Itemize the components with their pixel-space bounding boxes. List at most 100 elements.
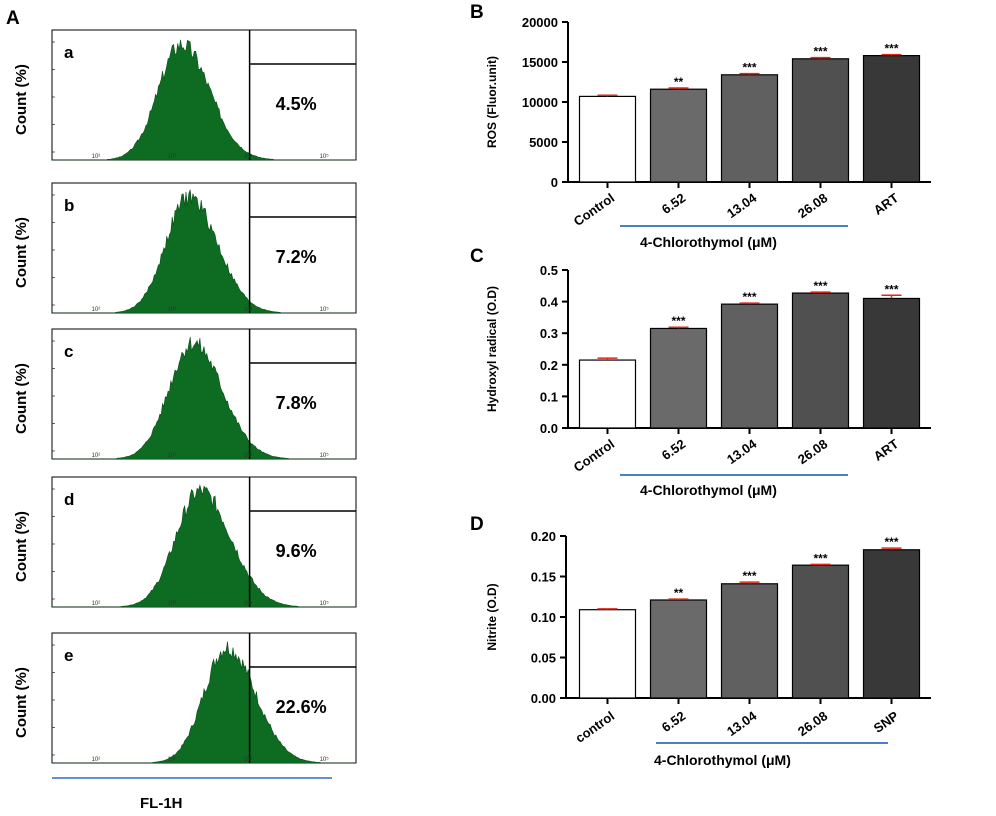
bar-26.08 [791,292,850,429]
x-category-label: 6.52 [659,708,688,735]
histogram-b: b 7.2% 10² 10³ 10⁴ 10⁵ Count (%) [13,182,357,314]
y-tick-label: 0.05 [531,651,556,666]
x-category-label: 13.04 [724,436,760,467]
gate-percentage: 4.5% [276,94,317,114]
y-axis-label: ROS (Fluor.unit) [485,56,499,148]
y-tick-label: 0 [551,175,558,190]
y-tick-label: 5000 [529,135,558,150]
gate-percentage: 9.6% [276,541,317,561]
gate-percentage: 22.6% [276,697,327,717]
bar-Control [578,359,637,429]
x-category-label: 13.04 [724,708,760,739]
significance-marker: ** [674,586,684,600]
y-tick-label: 15000 [522,55,558,70]
panel-c-hydroxyl-bar-chart: C 0.0 0.1 0.2 0.3 0.4 0.5 Hydroxyl radical (O.… [470,246,931,498]
histogram-x-tick: 10³ [168,307,177,313]
bar-13.04 [720,583,779,699]
histogram-x-tick: 10⁵ [320,600,330,607]
histogram-y-axis-label: Count (%) [13,363,30,434]
x-category-label: 26.08 [795,190,830,221]
panel-a-histograms: A FL-1H a 4.5% 10² 10³ 10⁴ 10⁵ Count (%) b 7.2% 1… [6,8,357,812]
histogram-x-tick: 10⁵ [320,756,330,763]
histogram-x-tick: 10² [92,453,101,459]
significance-marker: *** [671,314,685,328]
bar-Control [578,95,637,183]
x-category-label: ART [871,436,902,464]
histogram-x-tick: 10⁵ [320,306,330,313]
y-axis-label: Nitrite (O.D) [485,583,499,650]
significance-marker: *** [742,569,756,583]
significance-marker: *** [813,551,827,565]
histogram-distribution [52,484,356,608]
x-category-label: 13.04 [724,190,760,221]
group-label: 4-Chlorothymol (μM) [654,752,791,768]
significance-marker: ** [674,75,684,89]
histogram-distribution [52,641,356,764]
histogram-distribution [52,189,356,314]
bar-26.08 [791,58,850,183]
histogram-e: e 22.6% 10² 10³ 10⁴ 10⁵ Count (%) [13,632,357,764]
histogram-x-tick: 10³ [168,757,177,763]
x-category-label: SNP [871,708,902,736]
bar-13.04 [720,303,779,429]
histogram-y-axis-label: Count (%) [13,64,30,135]
histogram-y-axis-label: Count (%) [13,217,30,288]
histogram-sublabel: b [64,196,74,215]
histogram-sublabel: c [64,342,73,361]
histogram-x-tick: 10³ [168,601,177,607]
histogram-y-axis-label: Count (%) [13,511,30,582]
y-axis-label: Hydroxyl radical (O.D) [485,286,499,412]
histogram-x-tick: 10³ [168,453,177,459]
histogram-x-tick: 10² [92,601,101,607]
panel-label-a: A [6,8,20,29]
histogram-x-tick: 10² [92,307,101,313]
histogram-x-tick: 10⁵ [320,153,330,160]
y-tick-label: 20000 [522,15,558,30]
y-tick-label: 0.4 [540,295,559,310]
bar-6.52 [649,599,708,699]
y-tick-label: 0.3 [540,326,558,341]
panel-label-b: B [470,2,484,23]
gate-percentage: 7.8% [276,393,317,413]
histogram-x-tick: 10⁴ [244,756,254,763]
gate-percentage: 7.2% [276,247,317,267]
bar-13.04 [720,74,779,183]
x-category-label: 6.52 [659,190,688,217]
histogram-x-tick: 10⁴ [244,153,254,160]
y-tick-label: 0.00 [531,691,556,706]
y-tick-label: 0.1 [540,389,558,404]
histogram-x-tick: 10⁴ [244,452,254,459]
y-tick-label: 0.10 [531,610,556,625]
bar-SNP [862,549,921,699]
histogram-sublabel: a [64,43,74,62]
histogram-x-tick: 10² [92,154,101,160]
bar-26.08 [791,564,850,699]
x-category-label: 26.08 [795,436,830,467]
bar-6.52 [649,327,708,429]
x-category-label: Control [571,436,617,475]
y-tick-label: 0.20 [531,529,556,544]
bar-ART [862,54,921,183]
group-label: 4-Chlorothymol (μM) [640,482,777,498]
significance-marker: *** [884,282,898,296]
significance-marker: *** [813,45,827,59]
x-category-label: ART [871,190,902,218]
panel-label-d: D [470,514,484,535]
histogram-distribution [52,336,356,460]
x-category-label: control [573,708,618,746]
group-label: 4-Chlorothymol (μM) [640,234,777,250]
histogram-x-axis-label: FL-1H [140,795,183,812]
significance-marker: *** [813,279,827,293]
histogram-d: d 9.6% 10² 10³ 10⁴ 10⁵ Count (%) [13,476,357,608]
panel-d-nitrite-bar-chart: D 0.00 0.05 0.10 0.15 0.20 Nitrite (O.D) contr… [470,514,931,768]
histogram-x-tick: 10⁵ [320,452,330,459]
panel-label-c: C [470,246,484,267]
histogram-x-tick: 10⁴ [244,600,254,607]
x-category-label: Control [571,190,617,229]
histogram-sublabel: e [64,646,73,665]
bar-control [578,609,637,699]
y-tick-label: 0.2 [540,358,558,373]
histogram-c: c 7.8% 10² 10³ 10⁴ 10⁵ Count (%) [13,328,357,460]
panel-b-ros-bar-chart: B 0 5000 10000 15000 20000 ROS (Fluor.unit) Co… [470,2,931,250]
y-tick-label: 0.0 [540,421,558,436]
